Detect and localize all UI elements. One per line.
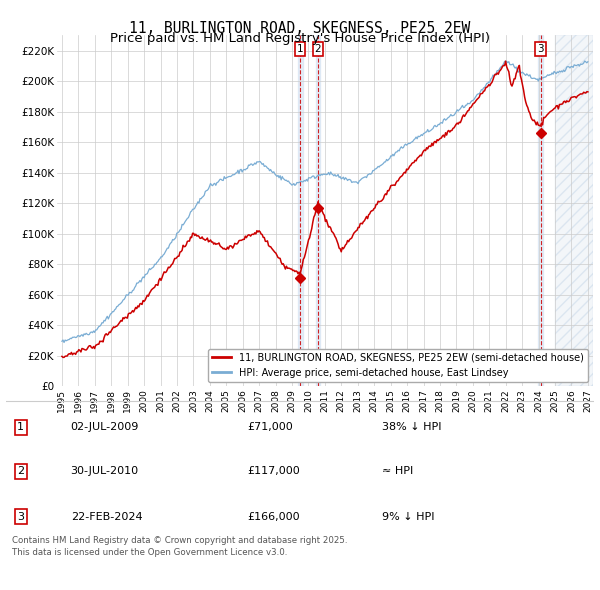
Text: Price paid vs. HM Land Registry's House Price Index (HPI): Price paid vs. HM Land Registry's House … xyxy=(110,32,490,45)
Text: 22-FEB-2024: 22-FEB-2024 xyxy=(71,512,142,522)
Text: 1: 1 xyxy=(17,422,24,432)
Text: £117,000: £117,000 xyxy=(247,466,300,476)
Text: 3: 3 xyxy=(537,44,544,54)
Bar xyxy=(555,35,593,386)
Text: £166,000: £166,000 xyxy=(247,512,300,522)
Text: 9% ↓ HPI: 9% ↓ HPI xyxy=(382,512,435,522)
Text: 2: 2 xyxy=(314,44,322,54)
Text: 2: 2 xyxy=(17,466,24,476)
Text: 1: 1 xyxy=(297,44,304,54)
Text: 30-JUL-2010: 30-JUL-2010 xyxy=(71,466,139,476)
Legend: 11, BURLINGTON ROAD, SKEGNESS, PE25 2EW (semi-detached house), HPI: Average pric: 11, BURLINGTON ROAD, SKEGNESS, PE25 2EW … xyxy=(208,349,588,382)
Bar xyxy=(538,35,543,386)
Bar xyxy=(298,35,303,386)
Text: ≈ HPI: ≈ HPI xyxy=(382,466,413,476)
Text: Contains HM Land Registry data © Crown copyright and database right 2025.
This d: Contains HM Land Registry data © Crown c… xyxy=(12,536,347,557)
Text: 02-JUL-2009: 02-JUL-2009 xyxy=(71,422,139,432)
Text: 11, BURLINGTON ROAD, SKEGNESS, PE25 2EW: 11, BURLINGTON ROAD, SKEGNESS, PE25 2EW xyxy=(130,21,470,35)
Text: 38% ↓ HPI: 38% ↓ HPI xyxy=(382,422,442,432)
Text: £71,000: £71,000 xyxy=(247,422,293,432)
Text: 3: 3 xyxy=(17,512,24,522)
Bar xyxy=(316,35,320,386)
